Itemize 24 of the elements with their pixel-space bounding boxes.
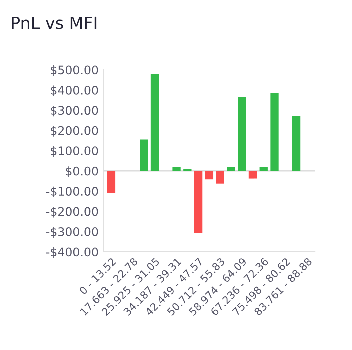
y-tick-label: $300.00 — [51, 106, 98, 117]
bar — [260, 167, 268, 172]
bar — [216, 171, 224, 184]
bar — [227, 167, 236, 172]
y-tick-label: $400.00 — [51, 86, 98, 96]
bar — [270, 93, 279, 172]
bar — [172, 167, 181, 172]
y-tick-label: $0.00 — [66, 166, 98, 178]
y-tick-label: $200.00 — [51, 126, 98, 137]
y-tick-label: -$400.00 — [46, 248, 98, 258]
bar — [238, 98, 246, 172]
y-tick-label: -$300.00 — [46, 227, 98, 238]
y-tick-label: $500.00 — [51, 66, 98, 76]
bar — [205, 171, 214, 180]
bar — [292, 116, 301, 172]
y-tick-label: -$100.00 — [46, 186, 98, 198]
chart-title: PnL vs MFI — [12, 16, 97, 30]
bar — [248, 171, 258, 179]
bar — [140, 140, 148, 172]
bar — [107, 171, 116, 194]
y-tick-label: -$200.00 — [46, 207, 98, 218]
bar — [194, 171, 203, 234]
y-tick-label: $100.00 — [51, 146, 98, 158]
bar — [150, 74, 160, 172]
